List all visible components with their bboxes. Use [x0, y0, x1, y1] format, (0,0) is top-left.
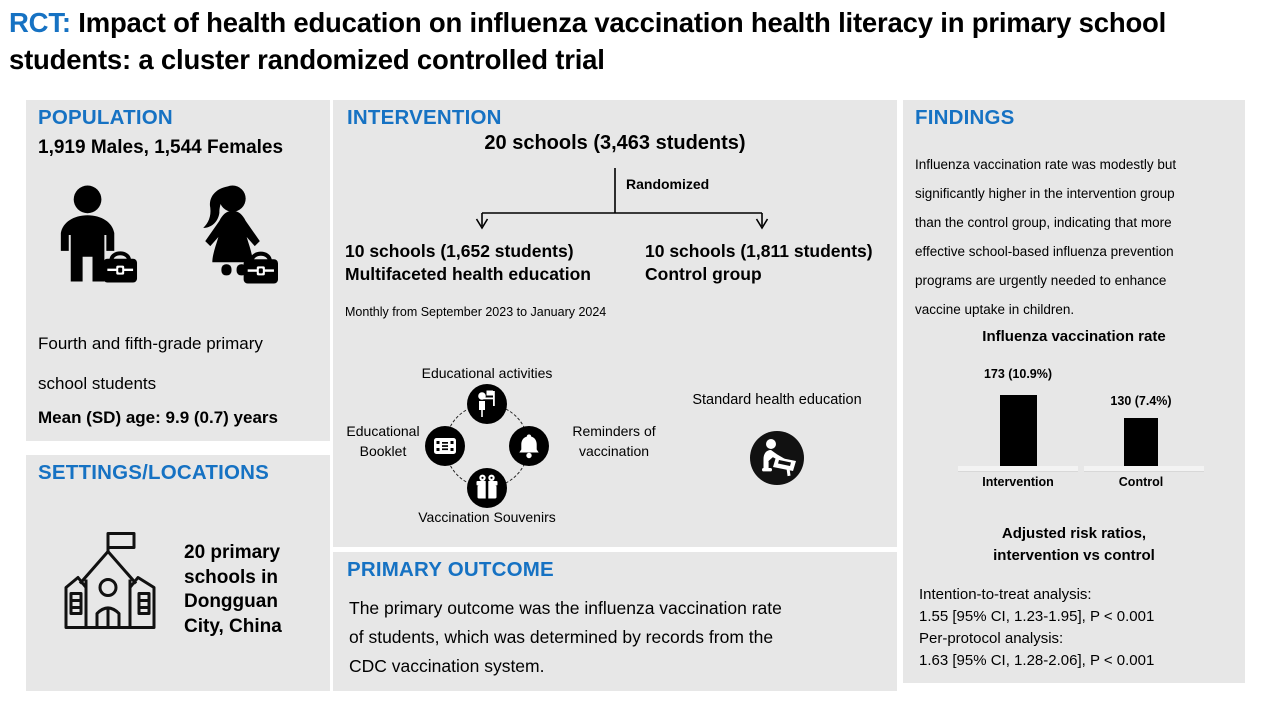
intervention-schedule: Monthly from September 2023 to January 2… — [345, 305, 607, 319]
itt-analysis-label: Intention-to-treat analysis: — [919, 586, 1092, 603]
axis-baseline-control — [1084, 466, 1204, 472]
component-label-booklet: Educational Booklet — [346, 423, 420, 459]
settings-panel: SETTINGS/LOCATIONS 20 primary schools — [26, 455, 330, 691]
findings-summary: Influenza vaccination rate was modestly … — [915, 157, 1177, 317]
bar-value-control: 130 (7.4%) — [1110, 394, 1172, 408]
population-header: POPULATION — [38, 106, 173, 129]
settings-location: 20 primary schools in Dongguan City, Chi… — [184, 542, 282, 638]
population-description: Fourth and fifth-grade primary school st… — [38, 334, 263, 393]
risk-ratio-header: Adjusted risk ratios, intervention vs co… — [993, 525, 1155, 564]
population-counts: 1,919 Males, 1,544 Females — [38, 137, 284, 158]
component-label-souvenirs: Vaccination Souvenirs — [418, 509, 556, 525]
bar-control — [1124, 418, 1158, 468]
female-student-icon — [182, 184, 278, 286]
intervention-arm-size: 10 schools (1,652 students) — [345, 241, 574, 261]
male-student-icon — [46, 184, 140, 286]
gift-icon — [467, 468, 507, 508]
booklet-icon — [425, 426, 465, 466]
pp-analysis-label: Per-protocol analysis: — [919, 630, 1064, 647]
page-title: RCT: Impact of health education on influ… — [9, 5, 1261, 78]
teacher-presentation-icon — [467, 384, 507, 424]
intervention-arm-name: Multifaceted health education — [345, 264, 591, 285]
chart-title: Influenza vaccination rate — [982, 328, 1166, 345]
settings-header: SETTINGS/LOCATIONS — [38, 461, 270, 484]
randomization-flow-arrows — [475, 168, 769, 230]
axis-label-intervention: Intervention — [982, 475, 1054, 489]
control-arm: 10 schools (1,811 students) Control grou… — [645, 240, 873, 286]
axis-label-control: Control — [1118, 475, 1164, 489]
total-enrollment: 20 schools (3,463 students) — [484, 132, 746, 154]
axis-baseline-intervention — [958, 466, 1078, 472]
component-label-reminders: Reminders of vaccination — [572, 423, 656, 459]
pp-analysis-value: 1.63 [95% CI, 1.28-2.06], P < 0.001 — [919, 652, 1155, 669]
primary-outcome-text: The primary outcome was the influenza va… — [349, 598, 782, 676]
findings-panel: FINDINGS Influenza vaccination rate was … — [903, 100, 1245, 683]
intervention-header: INTERVENTION — [347, 106, 502, 129]
findings-header: FINDINGS — [915, 106, 1015, 129]
school-building-icon — [56, 527, 166, 637]
population-panel: POPULATION 1,919 Males, 1,544 Females — [26, 100, 330, 441]
intervention-arm: 10 schools (1,652 students) Multifaceted… — [345, 240, 591, 286]
randomized-label: Randomized — [626, 176, 710, 192]
study-type-tag: RCT: — [9, 7, 71, 38]
control-education-label: Standard health education — [692, 392, 862, 408]
risk-ratio-analyses: Intention-to-treat analysis: 1.55 [95% C… — [919, 584, 1154, 672]
control-arm-size: 10 schools (1,811 students) — [645, 241, 873, 261]
bar-intervention — [1000, 395, 1037, 468]
bar-value-intervention: 173 (10.9%) — [983, 367, 1053, 381]
component-label-activities: Educational activities — [421, 365, 553, 381]
primary-outcome-header: PRIMARY OUTCOME — [347, 558, 554, 581]
student-at-desk-icon — [749, 430, 805, 486]
page-title-text: Impact of health education on influenza … — [9, 7, 1167, 75]
reminder-bell-icon — [509, 426, 549, 466]
intervention-panel: INTERVENTION 20 schools (3,463 students)… — [333, 100, 897, 547]
control-arm-name: Control group — [645, 264, 762, 285]
primary-outcome-panel: PRIMARY OUTCOME The primary outcome was … — [333, 552, 897, 691]
itt-analysis-value: 1.55 [95% CI, 1.23-1.95], P < 0.001 — [919, 608, 1155, 625]
population-age: Mean (SD) age: 9.9 (0.7) years — [38, 408, 278, 427]
